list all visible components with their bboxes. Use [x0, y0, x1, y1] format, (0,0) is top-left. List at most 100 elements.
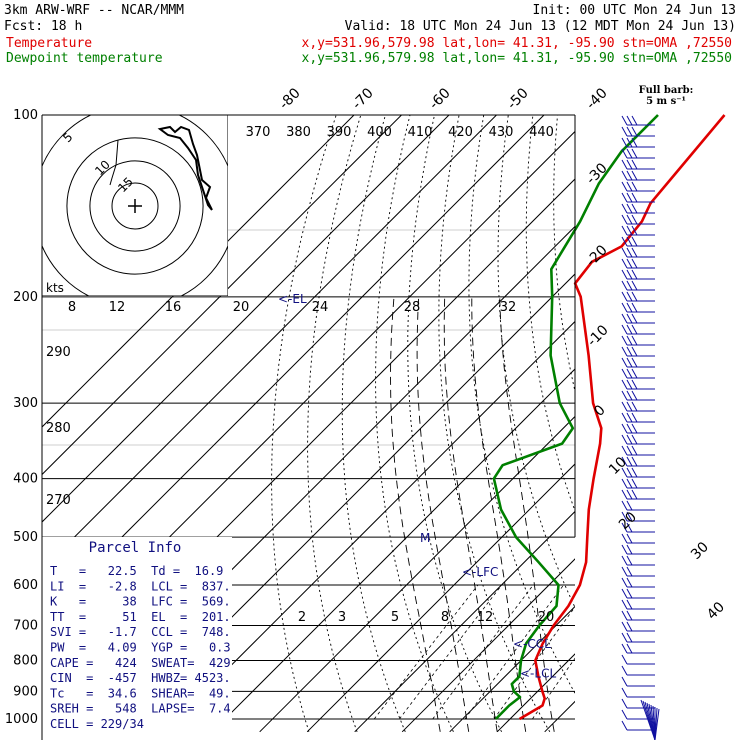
wind-barb-flag	[621, 566, 628, 577]
wind-barb-flag	[621, 434, 628, 445]
wind-barb-flag	[621, 258, 628, 269]
isotherm-line	[42, 115, 355, 428]
parcel-info-row: Tc = 34.6 SHEAR= 49.	[50, 686, 231, 700]
wind-barb-flag	[621, 192, 628, 203]
isotherm-label: -50	[504, 85, 531, 112]
wind-barb-flag	[621, 500, 628, 511]
wind-barb-flag	[626, 434, 633, 445]
wind-barb-flag	[626, 467, 633, 478]
wind-barb-flag	[631, 346, 638, 357]
wind-barb-flag	[626, 192, 633, 203]
parcel-info-row: SVI = -1.7 CCL = 748.	[50, 625, 231, 639]
isotherm-line	[42, 115, 545, 618]
wind-barb-flag	[626, 324, 633, 335]
wind-barb-flag	[626, 346, 633, 357]
pressure-label: 800	[13, 653, 38, 668]
wind-barb-flag	[621, 324, 628, 335]
wind-barb-flag	[626, 203, 633, 214]
parcel-info-row: PW = 4.09 YGP = 0.3	[50, 641, 231, 655]
wind-barb-flag	[631, 313, 638, 324]
theta-label: 270	[46, 493, 71, 508]
pressure-label: 300	[13, 396, 38, 411]
wind-barb-flag	[626, 533, 633, 544]
isotherm-label: -30	[583, 160, 610, 187]
parcel-info-row: CELL = 229/34	[50, 717, 144, 731]
wind-barb-flag	[621, 115, 628, 126]
wind-barb-flag	[626, 478, 633, 489]
theta-label: 400	[367, 125, 392, 140]
wind-barb-flag	[631, 302, 638, 313]
wind-barb-flag	[626, 137, 633, 148]
theta-label: 410	[408, 125, 433, 140]
wind-barb-flag	[621, 445, 628, 456]
wind-barb-flag	[631, 291, 638, 302]
wind-barb-flag	[621, 478, 628, 489]
moist-adiabat-line	[499, 296, 555, 732]
wind-barb-flag	[626, 500, 633, 511]
pressure-label: 100	[13, 108, 38, 123]
wind-barb-flag	[626, 247, 633, 258]
wind-barb-flag	[631, 368, 638, 379]
level-annotation: <-LCL	[520, 666, 556, 680]
wind-barb-flag	[621, 588, 628, 599]
wind-barb-flag	[626, 632, 633, 643]
wind-barb-flag	[631, 445, 638, 456]
wind-barb-flag	[626, 280, 633, 291]
wind-barb-flag	[621, 456, 628, 467]
mixing-ratio-line	[532, 657, 575, 720]
hodograph-layer	[42, 115, 228, 296]
wind-barb-flag	[626, 544, 633, 555]
wind-barb-flag	[631, 159, 638, 170]
mixing-ratio-label: 5	[391, 610, 399, 625]
wind-barb-flag	[621, 247, 628, 258]
dry-adiabat-line	[730, 115, 740, 732]
wind-barb-flag	[626, 214, 633, 225]
mixing-ratio-line	[399, 584, 503, 720]
level-annotation: <-CCL	[513, 637, 551, 651]
dry-adiabat-line	[468, 115, 575, 695]
valid-time: Valid: 18 UTC Mon 24 Jun 13 (12 MDT Mon …	[345, 19, 736, 34]
wind-barb-flag	[626, 456, 633, 467]
wind-barb-flag	[631, 390, 638, 401]
wind-barb-flag	[621, 522, 628, 533]
wind-barb-flag	[626, 357, 633, 368]
theta-label: 380	[286, 125, 311, 140]
wind-barb-flag	[621, 379, 628, 390]
wind-barb-flag	[626, 610, 633, 621]
mixing-ratio-line	[432, 584, 534, 720]
wind-barb-flag	[621, 148, 628, 159]
theta-label: 370	[246, 125, 271, 140]
wind-barb-flag	[621, 225, 628, 236]
wind-barb-flag	[626, 181, 633, 192]
dry-adiabat-line	[375, 115, 454, 732]
dewpoint-line	[492, 114, 659, 720]
parcel-info-row: K = 38 LFC = 569.	[50, 595, 231, 609]
parcel-info-row: CIN = -457 HWBZ= 4523.	[50, 671, 231, 685]
hodograph-units: kts	[46, 281, 64, 295]
wind-barb-flag	[621, 632, 628, 643]
wind-barb-flag	[631, 269, 638, 280]
dry-adiabat-line	[680, 115, 740, 732]
temperature-station-info: x,y=531.96,579.98 lat,lon= 41.31, -95.90…	[302, 36, 732, 51]
wind-barb-flag	[626, 588, 633, 599]
wind-barb-flag	[631, 137, 638, 148]
dry-adiabat-line	[705, 115, 740, 732]
wind-barb-flag	[621, 720, 628, 731]
wind-barb-flag	[621, 170, 628, 181]
isotherm-label: 30	[688, 539, 712, 563]
theta-label: 290	[46, 345, 71, 360]
isotherm-label: 10	[606, 454, 630, 478]
wind-barb-flag	[621, 412, 628, 423]
wind-barb-flag	[626, 401, 633, 412]
hodograph-ring	[89, 160, 181, 252]
isotherm-line	[164, 320, 575, 733]
wind-barb-flag	[626, 115, 633, 126]
pressure-label: 900	[13, 684, 38, 699]
hodograph-trace	[157, 125, 213, 211]
wind-barb-flag	[621, 665, 628, 676]
wind-barb-flag	[621, 533, 628, 544]
hodograph-tail	[109, 139, 119, 186]
wind-barbs-layer	[621, 115, 660, 740]
wind-barb-flag	[631, 192, 638, 203]
